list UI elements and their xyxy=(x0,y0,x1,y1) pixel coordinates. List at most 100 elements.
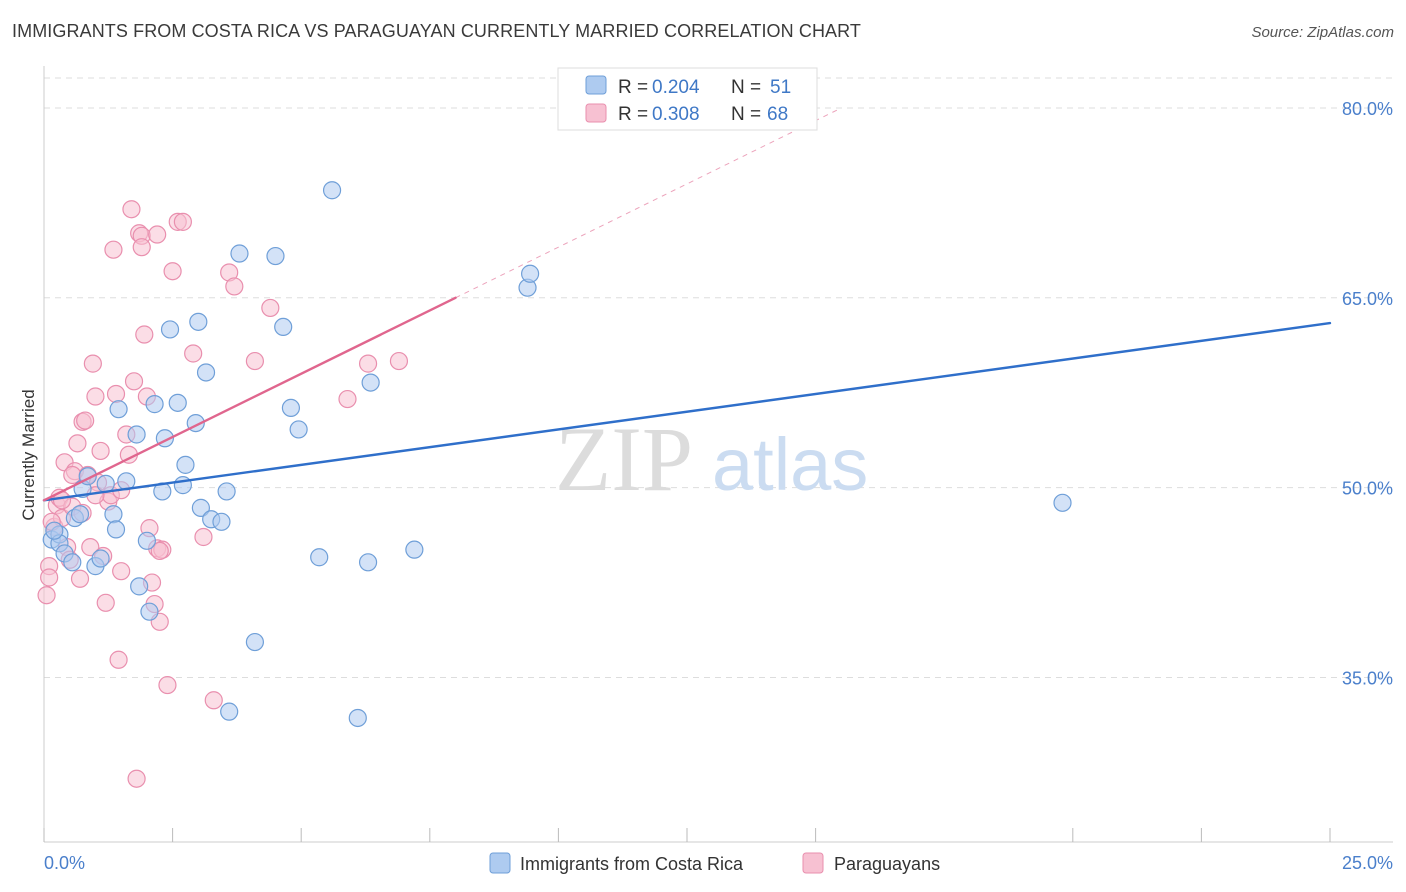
watermark-zip: ZIP xyxy=(555,408,693,510)
point-pink-27 xyxy=(109,650,128,669)
x-tick-label-min: 0.0% xyxy=(44,853,85,873)
point-blue-36 xyxy=(274,317,293,337)
point-blue-12 xyxy=(109,400,128,419)
point-blue-39 xyxy=(310,548,329,567)
point-blue-18 xyxy=(145,395,164,414)
point-pink-50 xyxy=(204,691,223,710)
point-pink-31 xyxy=(122,200,141,219)
point-blue-42 xyxy=(361,373,380,392)
point-blue-28 xyxy=(196,363,216,382)
trend-lines xyxy=(42,107,1332,502)
point-pink-36 xyxy=(135,325,154,344)
point-blue-32 xyxy=(220,702,239,721)
point-pink-53 xyxy=(245,351,265,371)
point-blue-9 xyxy=(91,549,110,568)
legend-r-value-pink: 0.308 xyxy=(652,104,700,125)
point-blue-34 xyxy=(245,632,265,652)
point-blue-47 xyxy=(45,521,64,540)
point-blue-10 xyxy=(104,505,123,524)
point-blue-4 xyxy=(63,553,82,572)
point-pink-0 xyxy=(37,586,56,605)
bottom-legend-swatch-pink xyxy=(802,852,824,874)
bottom-legend-swatch-blue xyxy=(489,852,511,874)
point-blue-50 xyxy=(348,708,367,728)
legend-r-label-pink: R = xyxy=(618,104,648,125)
point-pink-64 xyxy=(150,541,169,561)
point-pink-44 xyxy=(158,675,177,695)
point-blue-38 xyxy=(289,420,308,439)
trend-line-pink xyxy=(42,296,457,502)
point-blue-37 xyxy=(281,398,301,418)
point-blue-40 xyxy=(322,181,342,200)
point-blue-16 xyxy=(137,531,156,550)
y-axis-label: Currently Married xyxy=(19,389,38,520)
point-blue-15 xyxy=(130,577,149,596)
legend-r-value-blue: 0.204 xyxy=(652,77,700,98)
chart-title: IMMIGRANTS FROM COSTA RICA VS PARAGUAYAN… xyxy=(12,21,862,41)
point-pink-67 xyxy=(148,225,167,244)
point-pink-57 xyxy=(389,351,409,371)
point-pink-25 xyxy=(104,240,123,259)
bottom-legend-label-blue: Immigrants from Costa Rica xyxy=(520,854,744,874)
point-pink-65 xyxy=(40,568,59,587)
point-pink-54 xyxy=(261,298,280,318)
point-pink-14 xyxy=(76,411,95,430)
point-blue-43 xyxy=(405,540,424,559)
point-pink-55 xyxy=(338,389,357,409)
point-pink-49 xyxy=(194,527,213,547)
y-tick-label-50: 50.0% xyxy=(1342,479,1393,499)
point-pink-56 xyxy=(358,354,378,373)
x-tick-label-max: 25.0% xyxy=(1342,853,1393,873)
y-tick-label-35: 35.0% xyxy=(1342,668,1393,688)
legend-r-label-blue: R = xyxy=(618,77,648,98)
point-pink-63 xyxy=(112,562,131,581)
point-blue-46 xyxy=(1053,493,1072,512)
trend-line-blue xyxy=(42,321,1332,502)
point-pink-45 xyxy=(163,262,182,281)
y-tick-label-80: 80.0% xyxy=(1342,99,1393,119)
legend-n-value-blue: 51 xyxy=(770,77,791,98)
point-pink-11 xyxy=(68,434,87,453)
y-tick-label-65: 65.0% xyxy=(1342,289,1393,309)
point-pink-12 xyxy=(70,569,90,588)
legend-n-value-pink: 68 xyxy=(767,104,788,125)
point-pink-32 xyxy=(124,372,144,391)
point-blue-26 xyxy=(189,312,208,331)
point-pink-66 xyxy=(132,238,151,257)
source-credit: Source: ZipAtlas.com xyxy=(1251,24,1394,41)
trend-extension-pink xyxy=(455,107,842,299)
point-pink-20 xyxy=(91,441,110,461)
point-pink-33 xyxy=(127,769,146,788)
legend-n-label-blue: N = xyxy=(731,77,761,98)
point-blue-35 xyxy=(266,246,285,266)
point-blue-30 xyxy=(212,512,231,531)
point-pink-22 xyxy=(96,593,115,612)
point-blue-14 xyxy=(127,425,146,444)
stats-legend: R = 0.204 N = 51 R = 0.308 N = 68 xyxy=(557,67,818,131)
legend-swatch-blue xyxy=(585,75,607,95)
data-points xyxy=(37,181,1072,788)
point-blue-33 xyxy=(230,244,249,263)
point-blue-27 xyxy=(191,498,210,517)
point-pink-48 xyxy=(184,344,203,363)
point-pink-18 xyxy=(86,387,105,406)
point-pink-47 xyxy=(173,212,192,231)
series-legend: Immigrants from Costa Rica Paraguayans xyxy=(489,852,940,874)
point-pink-52 xyxy=(225,277,244,296)
point-blue-11 xyxy=(106,520,126,539)
point-blue-49 xyxy=(70,505,90,524)
legend-swatch-pink xyxy=(585,103,607,123)
bottom-legend-label-pink: Paraguayans xyxy=(834,854,940,874)
point-pink-16 xyxy=(81,538,100,557)
watermark-atlas: atlas xyxy=(712,423,868,506)
point-pink-26 xyxy=(106,384,126,404)
legend-n-label-pink: N = xyxy=(731,104,761,125)
point-blue-24 xyxy=(176,455,195,474)
point-blue-21 xyxy=(160,320,180,339)
point-blue-41 xyxy=(358,553,378,572)
point-pink-17 xyxy=(83,354,102,373)
point-blue-45 xyxy=(521,264,540,283)
y-tick-labels: 35.0% 50.0% 65.0% 80.0% xyxy=(1342,99,1393,689)
axes xyxy=(43,66,1393,843)
